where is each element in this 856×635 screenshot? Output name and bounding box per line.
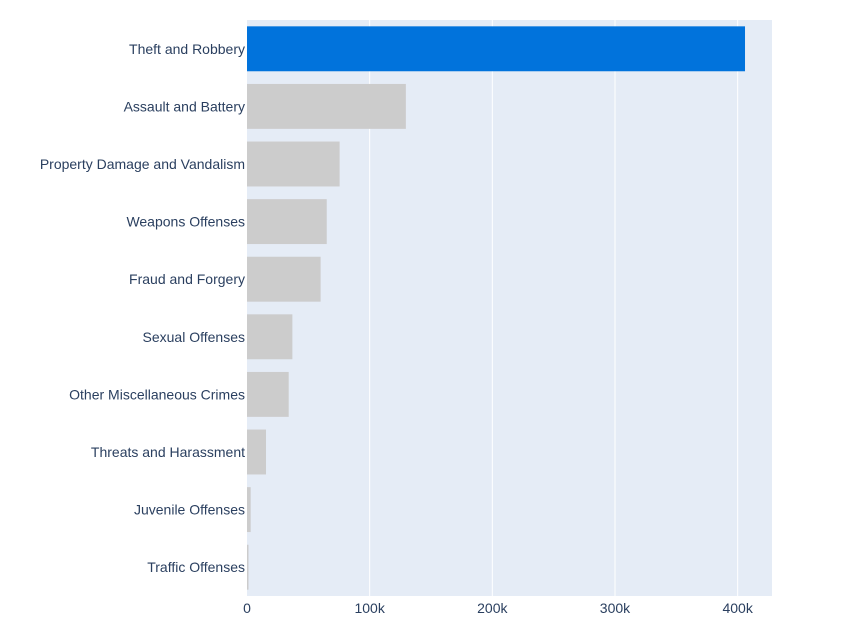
x-tick-label: 400k bbox=[722, 600, 753, 616]
bar-theft-and-robbery bbox=[247, 26, 746, 72]
bar-sexual-offenses bbox=[247, 314, 293, 360]
x-tick-label: 200k bbox=[477, 600, 508, 616]
y-tick-label: Sexual Offenses bbox=[143, 329, 245, 345]
y-tick-label: Threats and Harassment bbox=[91, 444, 245, 460]
bar-threats-and-harassment bbox=[247, 429, 267, 475]
bars bbox=[247, 26, 746, 590]
bar-juvenile-offenses bbox=[247, 487, 251, 533]
y-tick-label: Fraud and Forgery bbox=[129, 271, 245, 287]
y-tick-label: Assault and Battery bbox=[124, 98, 245, 114]
y-tick-label: Theft and Robbery bbox=[129, 41, 245, 57]
y-tick-label: Property Damage and Vandalism bbox=[40, 156, 245, 172]
bar-assault-and-battery bbox=[247, 83, 406, 129]
y-tick-label: Weapons Offenses bbox=[126, 214, 245, 230]
x-tick-label: 300k bbox=[600, 600, 631, 616]
x-axis-ticks: 0 100k 200k 300k 400k bbox=[243, 600, 754, 616]
bar-fraud-and-forgery bbox=[247, 256, 321, 302]
x-tick-label: 0 bbox=[243, 600, 251, 616]
y-tick-label: Juvenile Offenses bbox=[134, 502, 245, 518]
bar-traffic-offenses bbox=[247, 544, 249, 590]
y-tick-label: Traffic Offenses bbox=[147, 559, 245, 575]
y-axis-labels: Theft and Robbery Assault and Battery Prop… bbox=[40, 41, 245, 575]
y-tick-label: Other Miscellaneous Crimes bbox=[69, 386, 245, 402]
bar-property-damage-and-vandalism bbox=[247, 141, 340, 187]
bar-other-miscellaneous-crimes bbox=[247, 371, 289, 417]
x-tick-label: 100k bbox=[354, 600, 385, 616]
bar-weapons-offenses bbox=[247, 199, 327, 245]
